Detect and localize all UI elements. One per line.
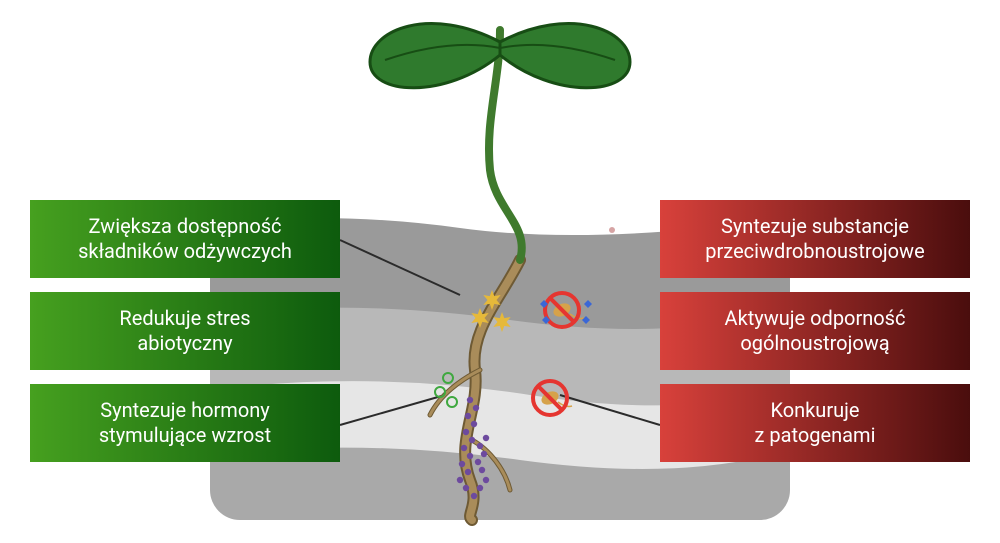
label-antimicrobial: Syntezuje substancje przeciwdrobnoustroj…: [660, 200, 970, 278]
label-systemic-resistance: Aktywuje odporność ogólnoustrojową: [660, 292, 970, 370]
label-text-line2: ogólnoustrojową: [740, 331, 889, 355]
label-text-line1: Konkuruje: [770, 398, 859, 422]
label-text-line1: Redukuje stres: [119, 306, 250, 330]
connector-lines: [340, 240, 660, 425]
label-text-line1: Zwiększa dostępność: [88, 214, 281, 238]
label-text-line2: składników odżywczych: [78, 239, 292, 263]
label-text-line1: Syntezuje substancje: [721, 214, 909, 238]
labels-right: Syntezuje substancje przeciwdrobnoustroj…: [660, 200, 970, 462]
label-pathogen-competition: Konkuruje z patogenami: [660, 384, 970, 462]
labels-left: Zwiększa dostępność składników odżywczyc…: [30, 200, 340, 462]
label-growth-hormones: Syntezuje hormony stymulujące wzrost: [30, 384, 340, 462]
label-text-line2: abiotyczny: [137, 331, 232, 355]
label-text-line2: przeciwdrobnoustrojowe: [705, 239, 924, 263]
infographic-stage: Zwiększa dostępność składników odżywczyc…: [0, 0, 1000, 543]
label-text-line1: Syntezuje hormony: [100, 398, 269, 422]
label-abiotic-stress: Redukuje stres abiotyczny: [30, 292, 340, 370]
label-text-line1: Aktywuje odporność: [725, 306, 906, 330]
label-text-line2: stymulujące wzrost: [99, 423, 271, 447]
label-nutrient-availability: Zwiększa dostępność składników odżywczyc…: [30, 200, 340, 278]
label-text-line2: z patogenami: [755, 423, 876, 447]
